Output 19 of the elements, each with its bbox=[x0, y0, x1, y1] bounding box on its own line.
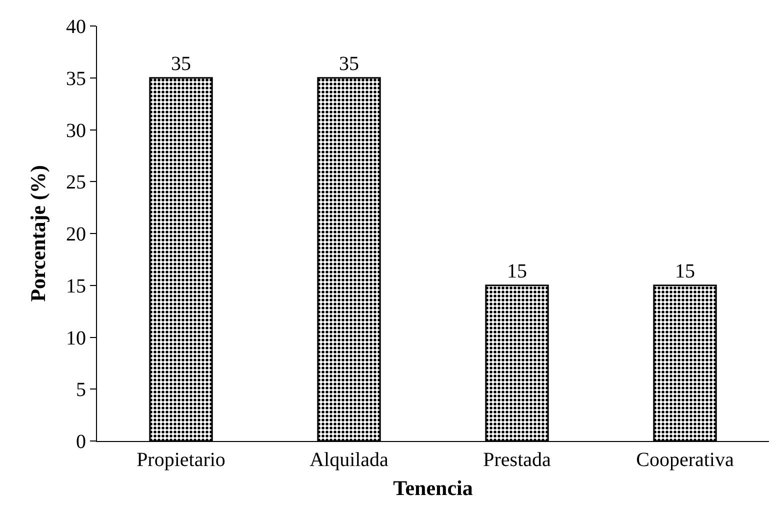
y-tick-label: 10 bbox=[66, 327, 86, 350]
y-tick-label: 5 bbox=[76, 379, 86, 402]
data-label: 15 bbox=[675, 260, 695, 282]
y-tick-label: 15 bbox=[66, 275, 86, 298]
x-axis-title: Tenencia bbox=[393, 476, 474, 500]
x-tick-label: Propietario bbox=[136, 449, 226, 471]
y-tick-label: 35 bbox=[66, 68, 86, 90]
y-axis-title: Porcentaje (%) bbox=[26, 165, 50, 302]
data-label: 35 bbox=[339, 52, 359, 75]
data-label: 35 bbox=[171, 52, 191, 75]
y-tick-label: 40 bbox=[66, 16, 86, 38]
y-tick-label: 20 bbox=[66, 224, 86, 246]
x-tick-label: Prestada bbox=[483, 449, 551, 471]
x-tick-label: Alquilada bbox=[310, 449, 389, 471]
y-tick-label: 0 bbox=[76, 431, 86, 453]
y-tick-label: 30 bbox=[66, 120, 86, 142]
data-label: 15 bbox=[507, 260, 527, 282]
y-tick-label: 25 bbox=[66, 172, 86, 194]
x-tick-label: Cooperativa bbox=[636, 449, 734, 471]
